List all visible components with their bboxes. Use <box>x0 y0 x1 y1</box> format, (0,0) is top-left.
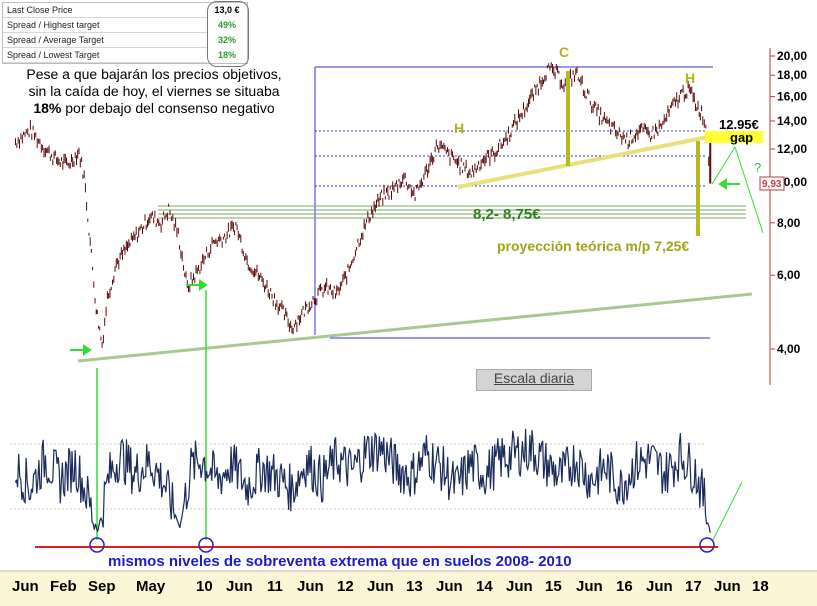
y-axis-ticks: 20,00 18,00 16,00 14,00 12,00 10,00 8,00 6,00 4,… <box>770 49 807 356</box>
x-tick-label: Jun <box>506 578 533 595</box>
x-tick-label: 17 <box>685 578 702 595</box>
y-tick-label: 4,00 <box>777 342 801 356</box>
x-tick-label: Jun <box>714 578 741 595</box>
label-shoulder-right: H <box>685 70 695 86</box>
rebound-line-2 <box>734 146 764 234</box>
x-axis-ticks: Jun Feb Sep May 10 Jun 11 Jun 12 Jun 13 Jun 14 Jun 15 J… <box>12 578 769 595</box>
osc-rebound-line <box>712 481 743 541</box>
y-tick-label: 8,00 <box>777 216 801 230</box>
y-tick-label: 12,00 <box>777 142 807 156</box>
x-tick-label: Jun <box>646 578 673 595</box>
x-tick-label: May <box>136 578 166 595</box>
x-tick-label: 10 <box>196 578 213 595</box>
support-zone-lines <box>158 205 746 219</box>
label-shoulder-left: H <box>454 120 464 136</box>
oscillator-series <box>14 428 711 534</box>
oversold-circle-2009 <box>89 537 105 553</box>
x-tick-label: Sep <box>88 578 116 595</box>
y-tick-label: 20,00 <box>777 49 807 63</box>
table-value: 49% <box>217 20 236 30</box>
values-highlight-oval <box>207 1 249 67</box>
projection-bar <box>696 141 700 236</box>
x-tick-label: Feb <box>50 578 77 595</box>
question-mark: ? <box>754 160 761 175</box>
arrow-2009-head <box>83 344 92 356</box>
oscillator-line <box>14 428 711 534</box>
table-value: 13,0 € <box>214 5 240 15</box>
green-markers <box>70 146 764 541</box>
projection-label: proyección teórica m/p 7,25€ <box>497 238 689 254</box>
table-row: Last Close Price <box>3 3 207 18</box>
table-value: 32% <box>217 35 236 45</box>
x-tick-label: Jun <box>226 578 253 595</box>
rebound-line-1 <box>711 146 736 185</box>
x-tick-label: 16 <box>616 578 633 595</box>
x-tick-label: 12 <box>337 578 354 595</box>
x-axis-band <box>0 571 817 606</box>
x-tick-label: Jun <box>367 578 394 595</box>
y-tick-label: 18,00 <box>777 68 807 82</box>
gap-box <box>705 131 763 143</box>
scale-button[interactable]: Escala diaria <box>476 369 592 391</box>
head-height-bar <box>566 71 570 166</box>
current-price-label: 9,93 <box>762 179 782 190</box>
y-tick-label: 6,00 <box>777 268 801 282</box>
x-tick-label: Jun <box>297 578 324 595</box>
arrow-current-head <box>718 178 727 190</box>
x-tick-label: Jun <box>436 578 463 595</box>
gap-label: gap <box>730 130 753 145</box>
x-tick-label: Jun <box>576 578 603 595</box>
reference-lines <box>77 66 753 363</box>
support-zone-label: 8,2- 8,75€ <box>473 206 541 223</box>
x-tick-label: 11 <box>267 578 283 595</box>
oscillator-panel: mismos niveles de sobreventa extrema que… <box>10 428 718 570</box>
arrow-2010-head <box>199 279 208 291</box>
long-term-trendline <box>77 292 753 363</box>
y-tick-label: 14,00 <box>777 114 807 128</box>
table-row: Spread / Average Target <box>3 33 207 48</box>
table-row: Spread / Lowest Target <box>3 48 207 63</box>
y-tick-label: 10,00 <box>777 175 807 189</box>
x-tick-label: 14 <box>476 578 493 595</box>
note-line-3: 18% por debajo del consenso negativo <box>4 100 304 117</box>
table-row: Spread / Highest target <box>3 18 207 33</box>
y-tick-label: 16,00 <box>777 90 807 104</box>
oversold-note: mismos niveles de sobreventa extrema que… <box>108 553 572 570</box>
oversold-circle-2010 <box>198 537 214 553</box>
table-value: 18% <box>217 50 236 60</box>
x-tick-label: Jun <box>12 578 39 595</box>
x-tick-label: 18 <box>752 578 769 595</box>
label-head: C <box>559 44 569 60</box>
note-highlight: 18% <box>33 100 62 116</box>
current-price-badge <box>759 176 785 191</box>
x-tick-label: 13 <box>406 578 423 595</box>
commentary-note: Pese a que bajarán los precios objetivos… <box>4 66 304 117</box>
note-line-2: sin la caída de hoy, el viernes se situa… <box>28 83 280 99</box>
price-level-label: 12.95€ <box>719 117 759 132</box>
projection-bars <box>566 71 700 236</box>
price-bars <box>15 62 710 348</box>
neckline <box>457 135 709 189</box>
x-tick-label: 15 <box>545 578 562 595</box>
target-spread-table: Last Close Price 13,0 € Spread / Highest… <box>2 1 249 67</box>
note-line-1: Pese a que bajarán los precios objetivos… <box>26 66 282 82</box>
note-line-3-rest: por debajo del consenso negativo <box>61 100 275 116</box>
oversold-circle-2017 <box>699 537 715 553</box>
